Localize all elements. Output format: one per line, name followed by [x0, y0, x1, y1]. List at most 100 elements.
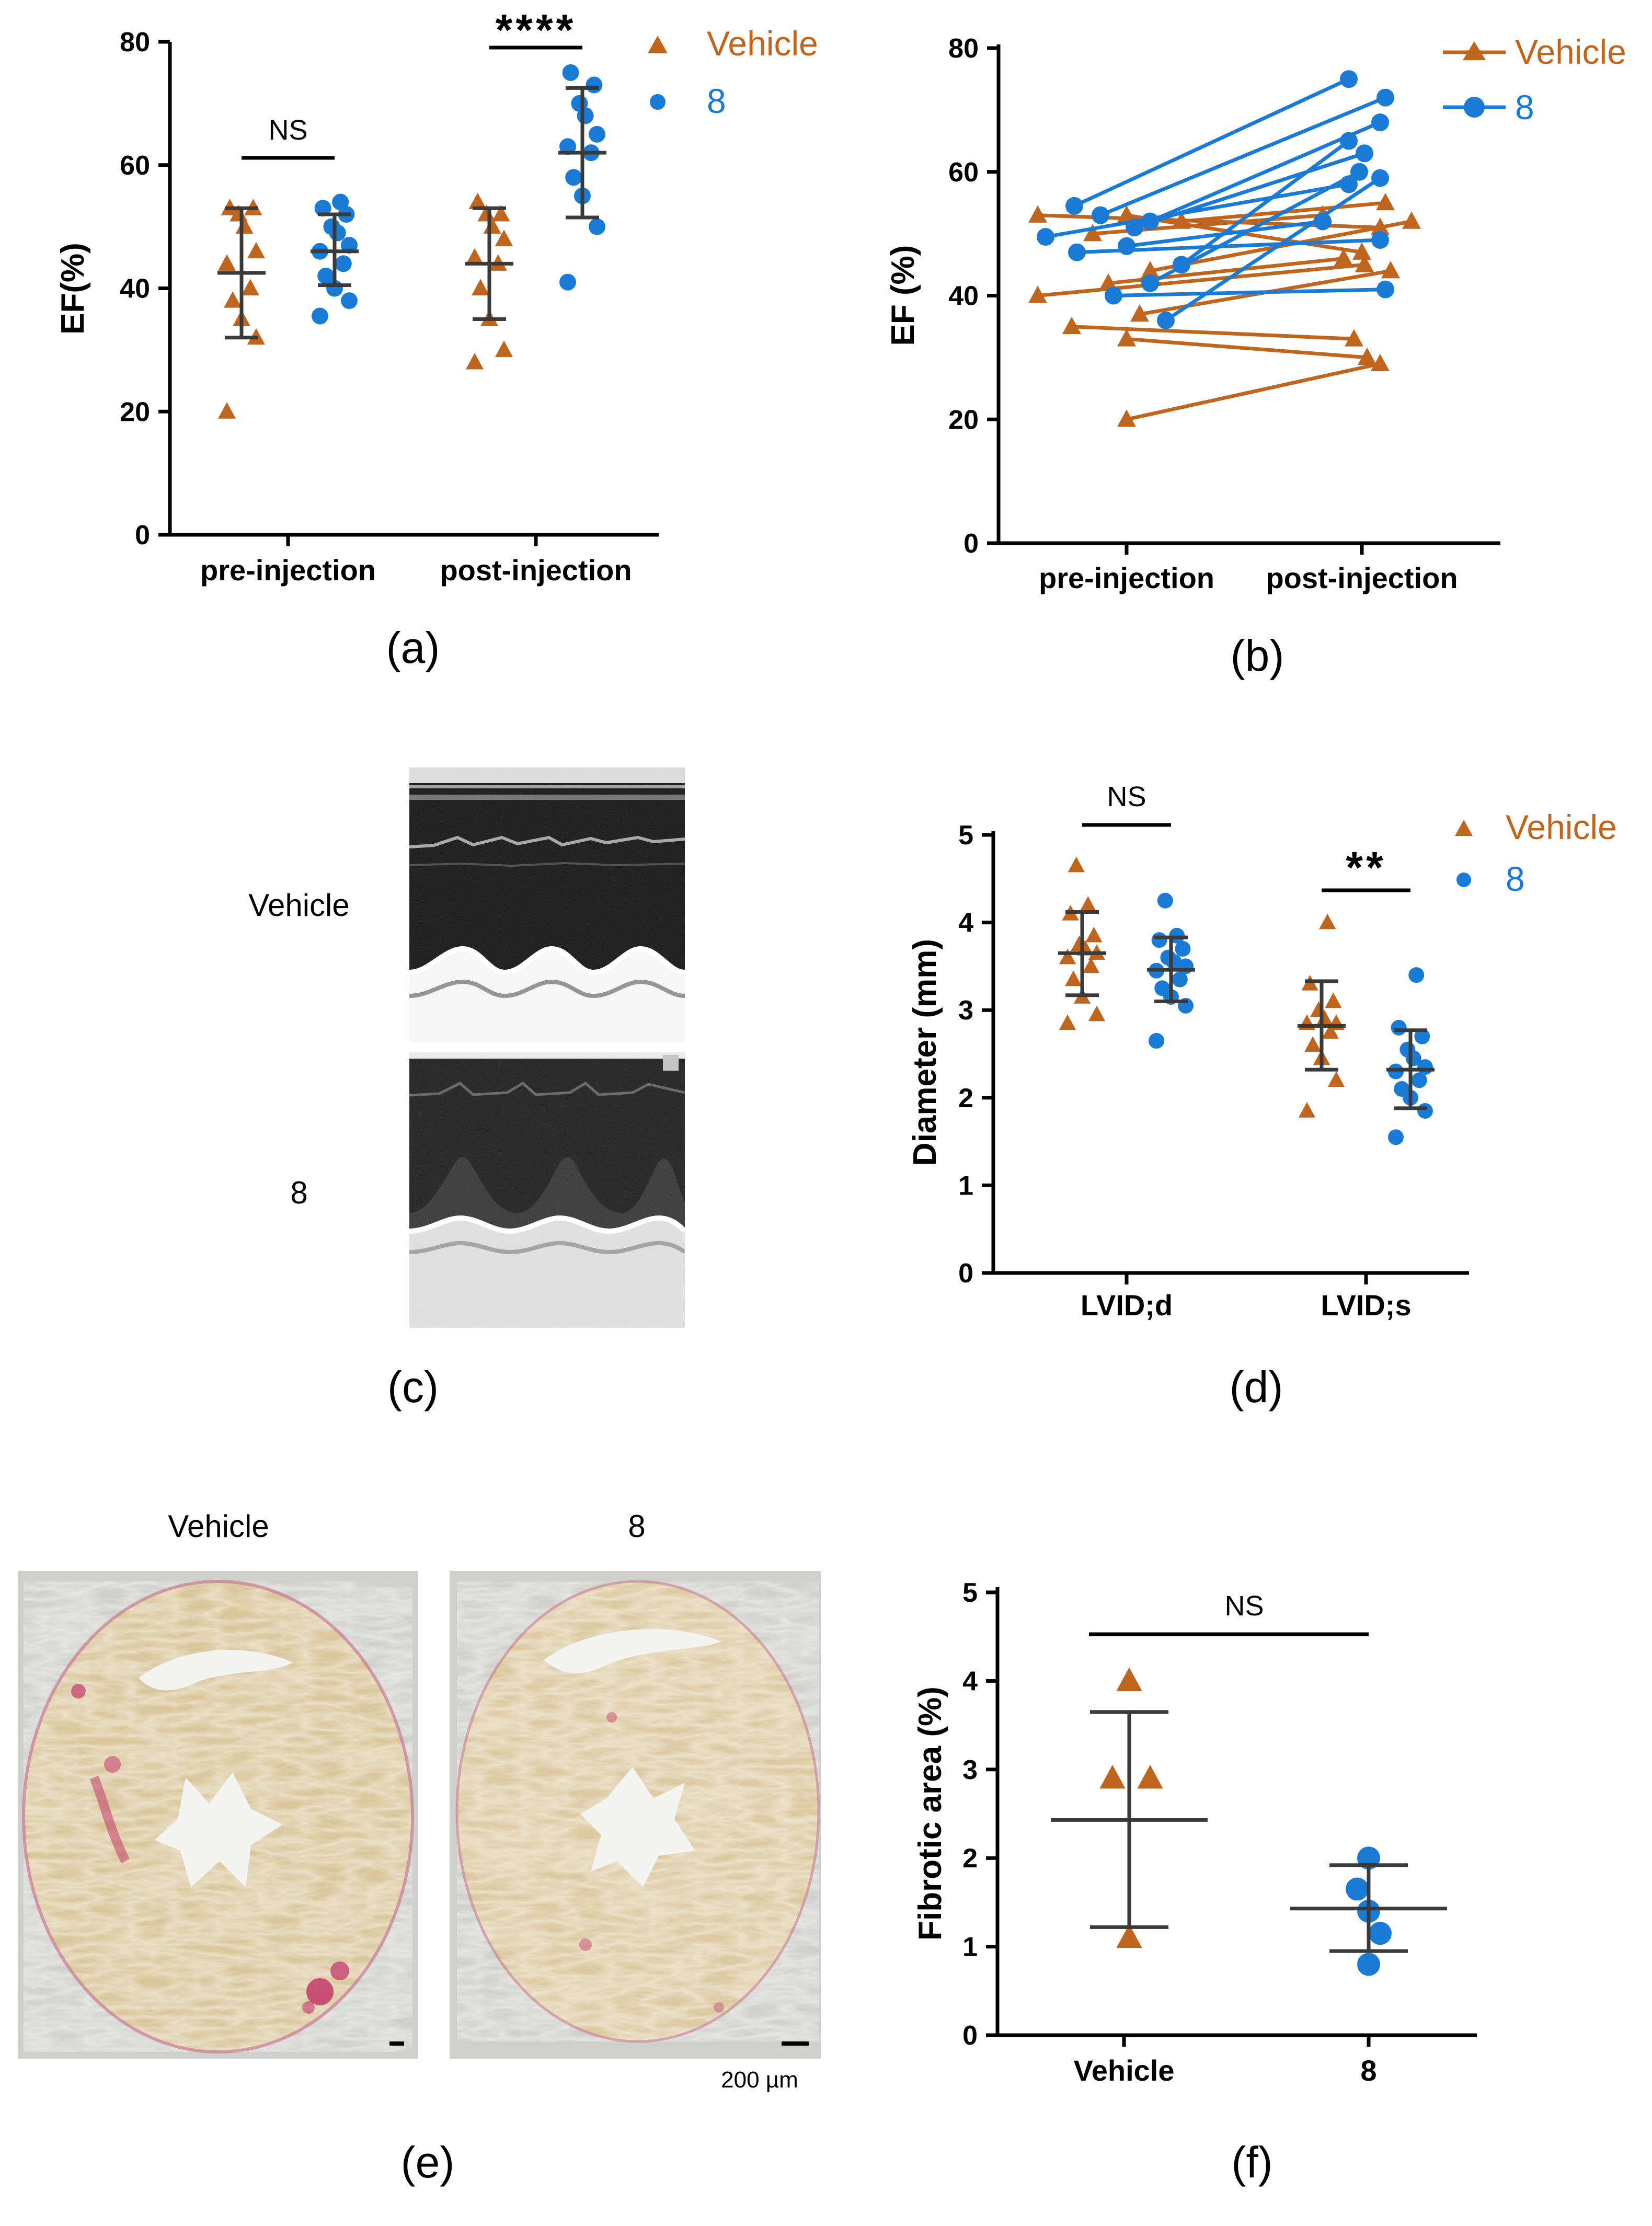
data-points [1099, 1667, 1392, 1976]
y-tick-label: 4 [962, 1666, 978, 1696]
y-tick-label: 5 [958, 820, 973, 851]
legend: Vehicle 8 [1443, 32, 1626, 127]
vehicle-point [224, 291, 242, 308]
y-tick-label: 4 [958, 908, 973, 938]
image-title-8: 8 [628, 1509, 645, 1544]
vehicle-point [1130, 304, 1150, 322]
compound-point [323, 218, 340, 235]
vehicle-point [1140, 261, 1160, 279]
compound-point [1172, 971, 1188, 988]
y-axis-label: Diameter (mm) [907, 939, 943, 1166]
legend-8-label: 8 [707, 82, 726, 120]
x-tick-label: Vehicle [1073, 2054, 1174, 2087]
x-tick-label: 8 [1360, 2054, 1376, 2087]
compound-point [1414, 1028, 1430, 1045]
compound-point [1154, 980, 1171, 996]
compound-point [565, 169, 582, 186]
compound-point [1371, 113, 1389, 132]
vehicle-point [1098, 273, 1118, 291]
vehicle-point [1117, 409, 1137, 427]
compound-point [589, 125, 605, 143]
vehicle-point [1116, 1924, 1142, 1948]
vehicle-point [472, 279, 490, 295]
histology-image-8 [450, 1571, 821, 2059]
y-tick-label: 40 [948, 281, 979, 312]
scale-bar [782, 2041, 809, 2046]
vehicle-point [1082, 957, 1099, 973]
vehicle-point [1381, 261, 1401, 279]
compound-point [335, 255, 352, 272]
compound-point [332, 193, 349, 211]
compound-point [571, 95, 588, 112]
compound-point [559, 138, 576, 155]
vehicle-pair-line [1071, 325, 1355, 341]
panel-f: 0 1 2 3 4 5 Fibrotic area (%) Vehicle 8 NS (f) [912, 1578, 1477, 2187]
vehicle-point [1099, 1764, 1126, 1789]
compound-point [1356, 144, 1373, 163]
y-ticks: 0 20 40 60 80 [120, 27, 170, 550]
compound-pair-line [1113, 288, 1386, 297]
vehicle-point [1116, 1667, 1142, 1691]
image-label-vehicle: Vehicle [248, 888, 349, 923]
vehicle-point [1068, 856, 1085, 873]
histology-image-vehicle [18, 1571, 418, 2059]
vehicle-point [1083, 224, 1103, 242]
x-tick-label: LVID;s [1321, 1289, 1411, 1322]
vehicle-point [1028, 205, 1048, 223]
vehicle-point [1085, 926, 1103, 943]
paired-lines [1028, 70, 1421, 427]
scale-bar-label: 200 µm [721, 2067, 798, 2093]
compound-point [1105, 286, 1122, 305]
error-bars [1058, 910, 1435, 1110]
ns-label: NS [268, 114, 307, 146]
compound-point [317, 267, 335, 284]
compound-point [1391, 1019, 1407, 1036]
legend-8-marker [1464, 97, 1485, 118]
legend-vehicle-marker [1455, 820, 1473, 836]
y-axis-label: Fibrotic area (%) [912, 1686, 948, 1941]
compound-point [1399, 1041, 1416, 1058]
panel-c: Vehicle 8 (c) [248, 767, 685, 1412]
compound-point [1340, 132, 1358, 150]
compound-point [562, 64, 579, 81]
vehicle-point [495, 230, 513, 246]
vehicle-point [1137, 1764, 1163, 1789]
compound-point [559, 273, 576, 291]
vehicle-point [1325, 992, 1342, 1008]
vehicle-point [1327, 1071, 1345, 1087]
legend-8-marker [1456, 873, 1471, 887]
compound-point [1340, 70, 1358, 88]
compound-point [1149, 1032, 1164, 1049]
compound-point [341, 292, 358, 309]
compound-pair-line [1045, 182, 1349, 239]
vehicle-point [1370, 353, 1390, 371]
significance-stars: **** [496, 5, 577, 54]
compound-point [589, 218, 605, 235]
y-axis-label: EF(%) [55, 243, 91, 335]
compound-point [1350, 163, 1368, 181]
panel-label-d: (d) [1230, 1362, 1283, 1412]
y-tick-label: 1 [962, 1932, 978, 1963]
compound-point [1065, 197, 1083, 215]
compound-point [1314, 212, 1332, 231]
panel-a: 0 20 40 60 80 EF(%) pre-injection post-inject… [55, 5, 818, 672]
vehicle-point [1117, 329, 1137, 347]
legend-8-label: 8 [1506, 859, 1525, 898]
vehicle-point [465, 248, 484, 265]
compound-point [1346, 1877, 1369, 1901]
x-ticks: LVID;d LVID;s [1081, 1273, 1412, 1322]
vehicle-point [1062, 316, 1082, 334]
y-tick-label: 60 [120, 151, 150, 181]
panel-label-c: (c) [387, 1362, 439, 1412]
image-title-vehicle: Vehicle [168, 1509, 269, 1544]
vehicle-point [492, 205, 510, 222]
compound-point [1141, 274, 1159, 292]
x-tick-label: LVID;d [1081, 1289, 1173, 1322]
vehicle-point [495, 340, 513, 357]
y-ticks: 0 20 40 60 80 [948, 33, 999, 559]
vehicle-point [1355, 255, 1374, 272]
y-tick-label: 0 [958, 1258, 973, 1289]
vehicle-point [1059, 1014, 1076, 1030]
compound-point [1175, 940, 1191, 957]
legend-vehicle-marker [648, 36, 668, 53]
